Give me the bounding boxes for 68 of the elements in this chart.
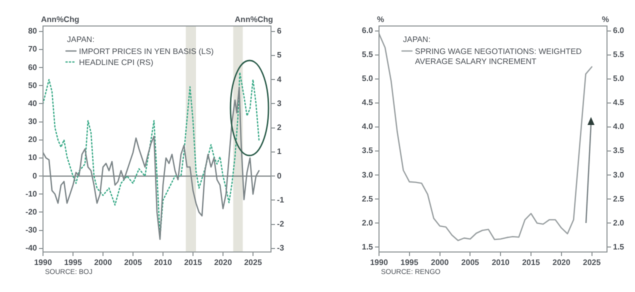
x-tick-label: 2005 xyxy=(124,258,142,268)
x-tick-label: 2025 xyxy=(582,258,602,268)
y2-axis-title: Ann%Chg xyxy=(234,15,274,24)
legend-label: IMPORT PRICES IN YEN BASIS (LS) xyxy=(79,47,214,56)
y2-tick-label: 4.0 xyxy=(613,122,625,132)
y-tick-label: 2.0 xyxy=(362,218,374,228)
y-tick-label: 80 xyxy=(28,26,38,36)
y2-tick-label: 2.5 xyxy=(613,194,625,204)
y-tick-label: 10 xyxy=(28,153,38,162)
y2-tick-label: 3.5 xyxy=(613,146,625,156)
x-tick-label: 2010 xyxy=(154,258,172,268)
y-tick-label: 0 xyxy=(32,171,38,180)
y-tick-label: -20 xyxy=(25,207,38,216)
y2-tick-label: -3 xyxy=(277,244,285,253)
y-axis-title: Ann%Chg xyxy=(41,15,80,24)
y2-tick-label: 3.0 xyxy=(613,170,625,180)
y2-axis-title: % xyxy=(602,15,609,24)
y-tick-label: 4.0 xyxy=(362,122,374,132)
y2-tick-label: 6 xyxy=(277,26,282,36)
y-tick-label: 30 xyxy=(28,117,38,126)
x-tick-label: 1990 xyxy=(370,258,388,268)
y-tick-label: 70 xyxy=(28,44,38,54)
y-tick-label: 1.5 xyxy=(362,242,374,252)
y2-tick-label: 5 xyxy=(277,50,282,60)
y-tick-label: -10 xyxy=(25,189,38,198)
y-tick-label: 20 xyxy=(28,135,38,144)
y2-tick-label: 4 xyxy=(277,74,282,84)
y2-tick-label: 6.0 xyxy=(613,26,625,36)
legend-label: SPRING WAGE NEGOTIATIONS: WEIGHTED AVERAGE SALARY INCREMENT xyxy=(415,47,582,66)
x-tick-label: 2025 xyxy=(244,258,262,268)
y-tick-label: 60 xyxy=(28,62,38,72)
legend-title: JAPAN: xyxy=(403,35,430,44)
y2-tick-label: 4.5 xyxy=(613,98,625,108)
y2-tick-label: 5.0 xyxy=(613,74,625,84)
y2-tick-label: 5.5 xyxy=(613,50,625,60)
y-tick-label: -30 xyxy=(25,226,38,235)
y2-tick-label: 1.5 xyxy=(613,242,625,252)
y2-tick-label: -2 xyxy=(277,219,285,228)
y-tick-label: 40 xyxy=(28,98,38,108)
y2-tick-label: 1 xyxy=(277,147,282,156)
legend-label: HEADLINE CPI (RS) xyxy=(79,58,154,67)
y-tick-label: -40 xyxy=(25,244,38,253)
x-tick-label: 2015 xyxy=(522,258,540,268)
y2-tick-label: -1 xyxy=(277,195,285,204)
x-tick-label: 1995 xyxy=(400,258,419,268)
x-tick-label: 2020 xyxy=(214,258,232,268)
y-tick-label: 4.5 xyxy=(362,98,374,108)
y-tick-label: 50 xyxy=(28,80,38,90)
x-tick-label: 2000 xyxy=(94,258,112,268)
y2-tick-label: 3 xyxy=(277,98,282,108)
x-tick-label: 1990 xyxy=(34,258,52,268)
x-tick-label: 2010 xyxy=(492,258,510,268)
x-tick-label: 2015 xyxy=(184,258,202,268)
y-tick-label: 5.0 xyxy=(362,74,374,84)
y-tick-label: 6.0 xyxy=(362,26,374,36)
y2-tick-label: 2 xyxy=(277,123,282,132)
y-tick-label: 2.5 xyxy=(362,194,374,204)
y-tick-label: 3.0 xyxy=(362,170,374,180)
y-tick-label: 5.5 xyxy=(362,50,374,60)
y-tick-label: 3.5 xyxy=(362,146,374,156)
x-tick-label: 2005 xyxy=(461,258,480,268)
x-tick-label: 2000 xyxy=(430,258,450,268)
y2-tick-label: 0 xyxy=(277,171,282,180)
y-axis-title: % xyxy=(377,15,384,24)
x-tick-label: 2020 xyxy=(552,258,571,268)
x-tick-label: 1995 xyxy=(64,258,82,268)
y2-tick-label: 2.0 xyxy=(613,218,625,228)
legend-title: JAPAN: xyxy=(67,35,94,44)
